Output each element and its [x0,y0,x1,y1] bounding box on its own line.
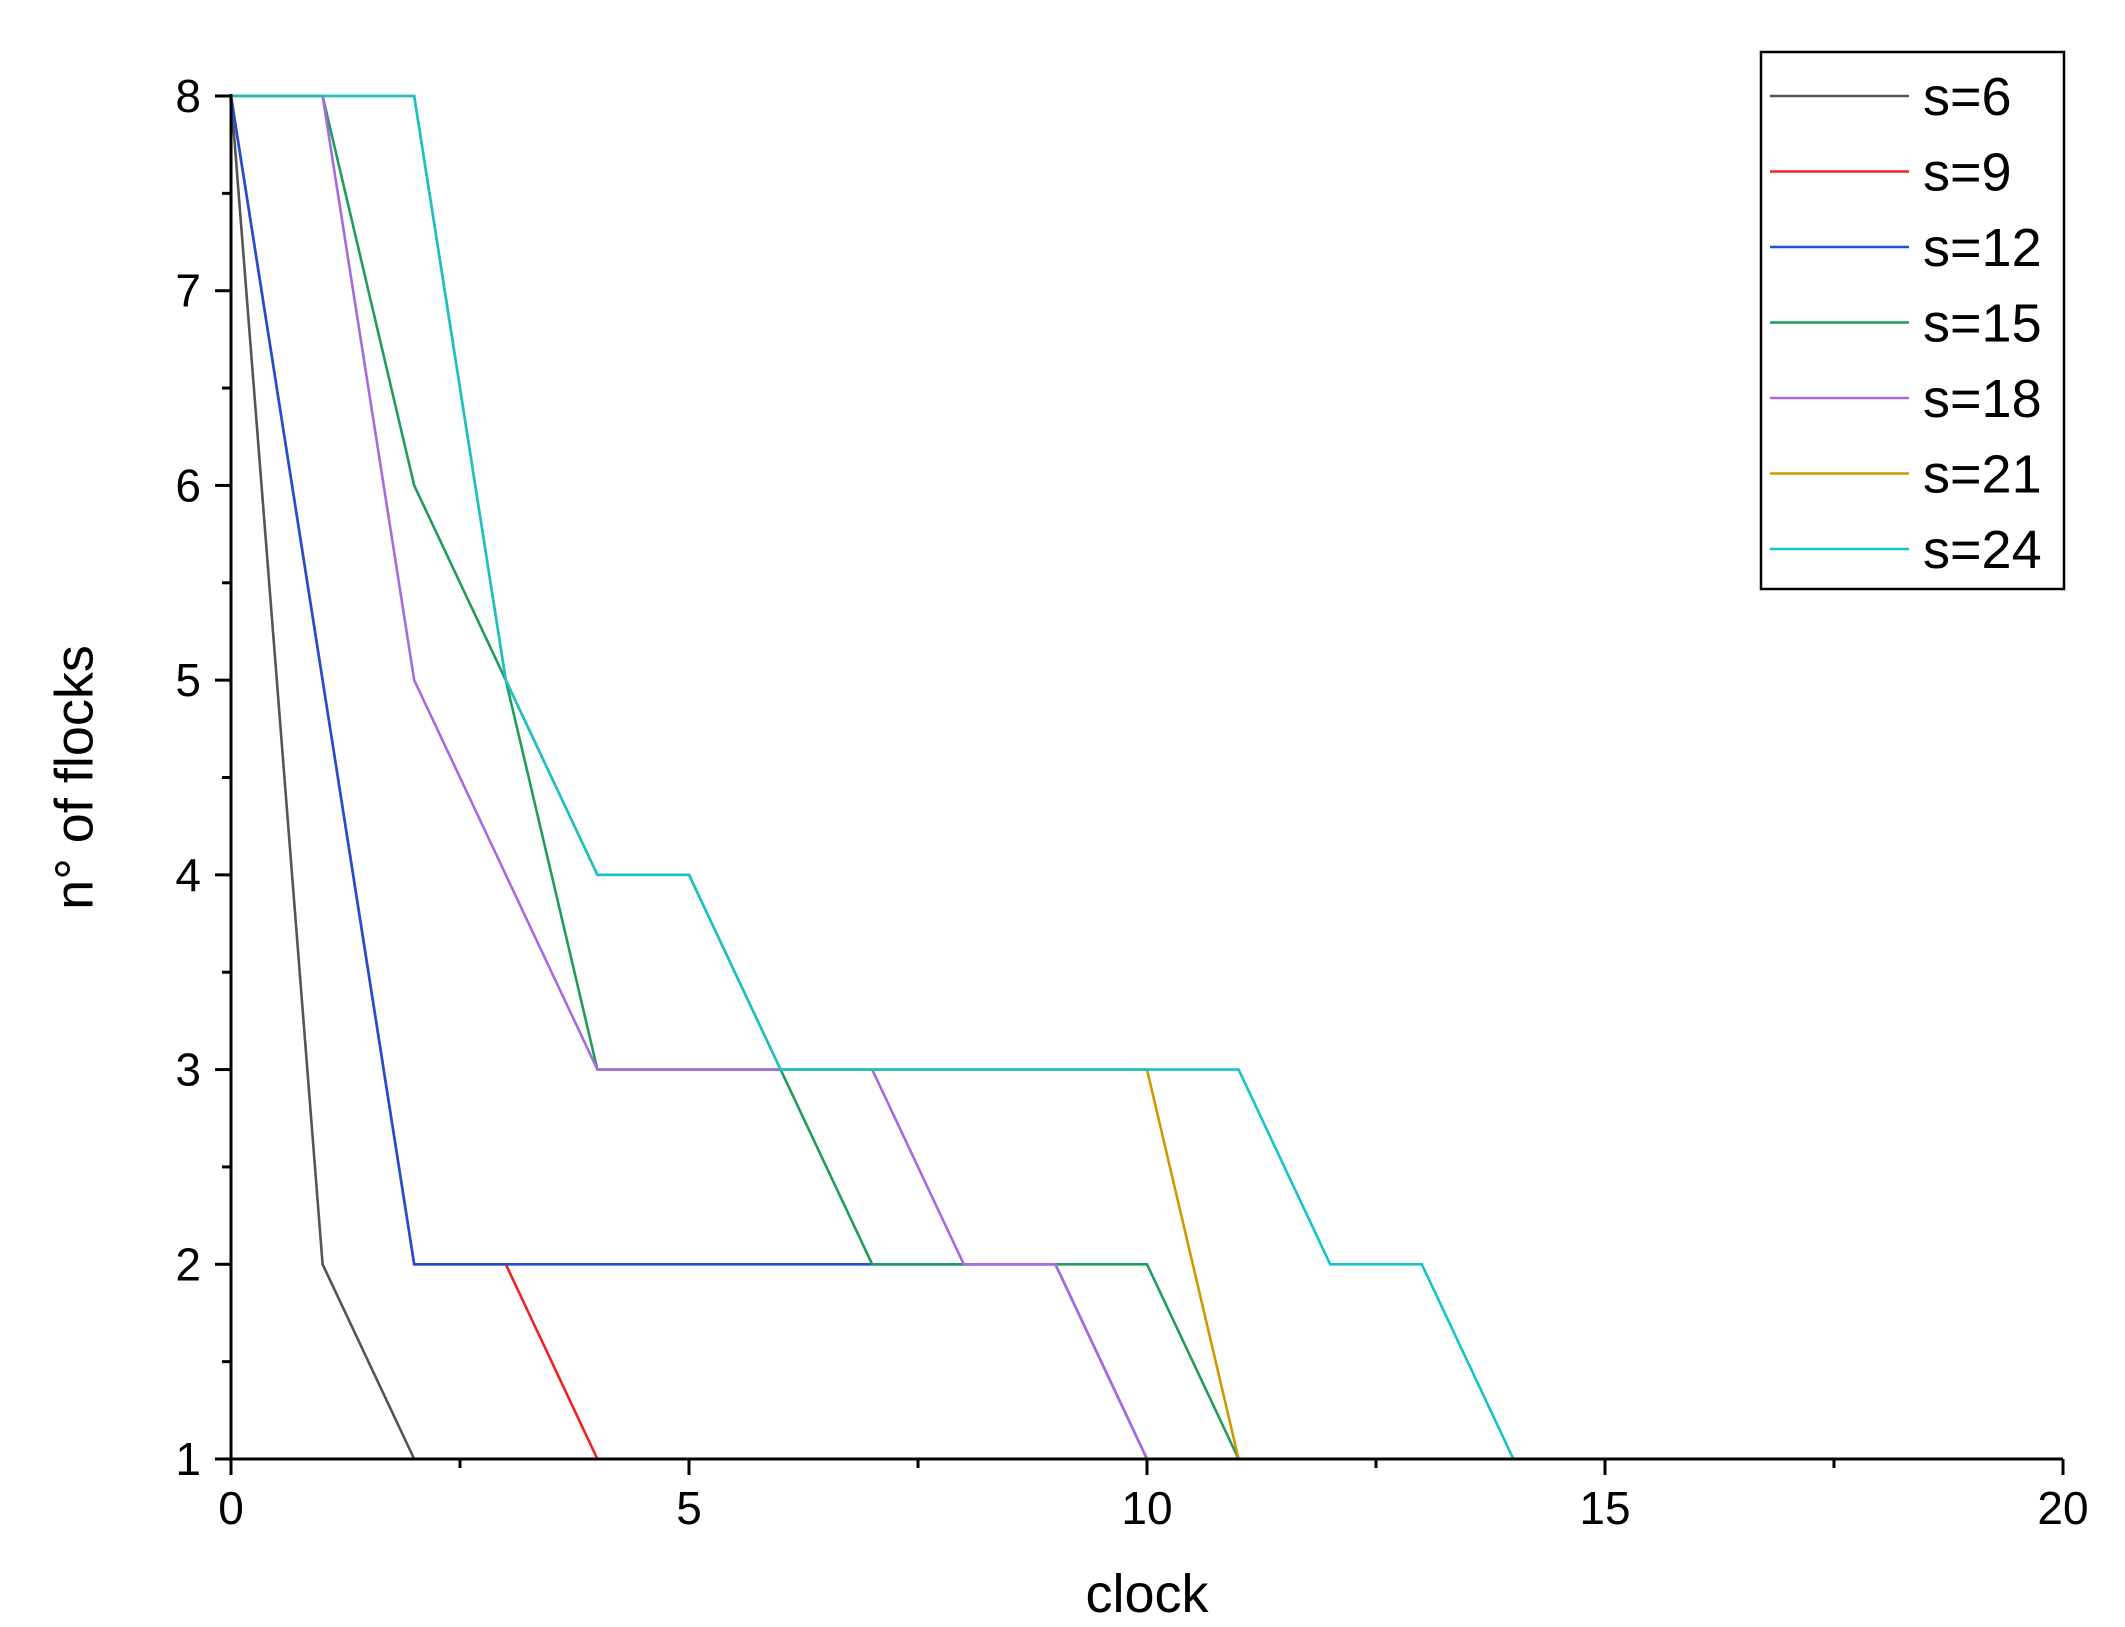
legend-label: s=18 [1923,369,2042,429]
y-tick-label: 2 [175,1238,201,1290]
x-tick-label: 10 [1121,1482,1172,1534]
x-tick-label: 15 [1579,1482,1630,1534]
y-tick-label: 6 [175,459,201,511]
y-tick-label: 7 [175,265,201,317]
y-tick-label: 5 [175,654,201,706]
legend-label: s=12 [1923,218,2042,278]
legend-label: s=6 [1923,67,2012,127]
y-tick-label: 3 [175,1044,201,1096]
y-tick-label: 8 [175,70,201,122]
legend-label: s=15 [1923,294,2042,354]
legend-box [1759,50,2066,591]
y-tick-label: 1 [175,1433,201,1485]
legend-label: s=21 [1923,445,2042,505]
legend-label: s=24 [1923,520,2042,580]
legend: s=6 s=9 s=12 s=15 s=18 s=21 s=24 [1759,50,2066,591]
y-tick-label: 4 [175,849,201,901]
x-tick-label: 5 [676,1482,702,1534]
x-tick-label: 0 [218,1482,244,1534]
axes-layer: 0 5 10 15 20 1 2 3 4 5 6 7 8 [175,70,2088,1534]
x-tick-label: 20 [2037,1482,2088,1534]
y-axis-title: n° of flocks [44,645,104,910]
legend-label: s=9 [1923,143,2012,203]
x-axis-title: clock [1085,1564,1209,1624]
